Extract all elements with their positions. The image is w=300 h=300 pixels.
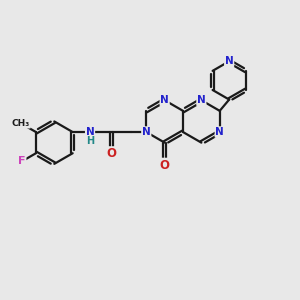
Text: CH₃: CH₃ xyxy=(12,119,30,128)
Text: O: O xyxy=(107,147,117,160)
Text: N: N xyxy=(86,127,94,137)
Text: N: N xyxy=(215,127,224,137)
Text: H: H xyxy=(86,136,94,146)
Text: N: N xyxy=(197,95,206,105)
Text: N: N xyxy=(225,56,234,66)
Text: F: F xyxy=(18,156,26,166)
Text: O: O xyxy=(160,158,170,172)
Text: N: N xyxy=(160,95,169,105)
Text: N: N xyxy=(142,127,151,137)
